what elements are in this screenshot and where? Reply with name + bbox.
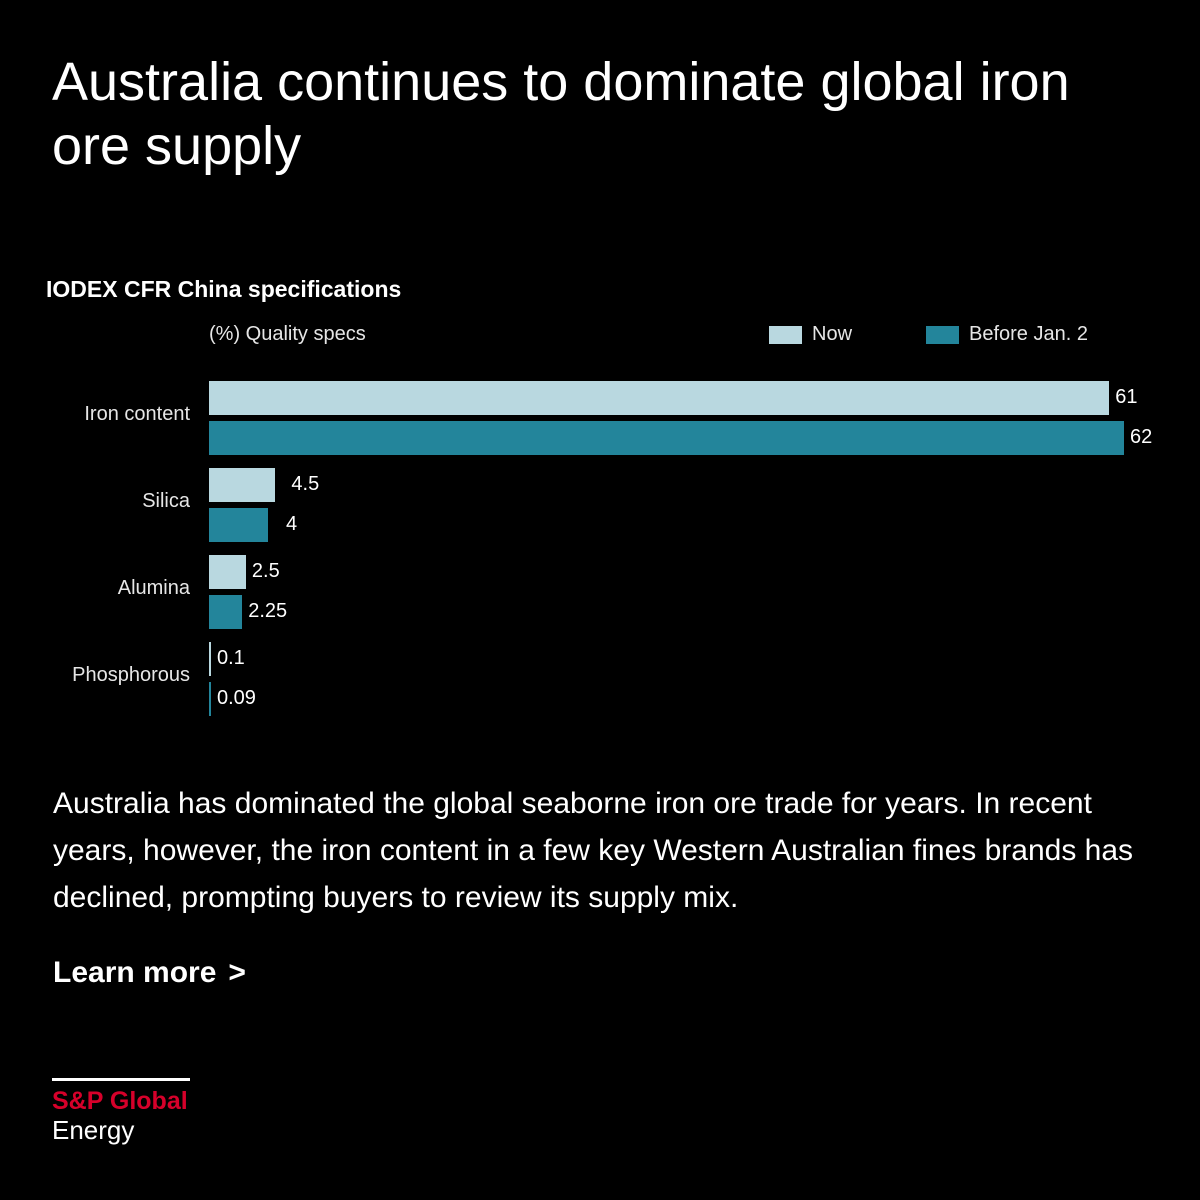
category-label: Phosphorous	[72, 664, 190, 686]
chevron-right-icon: >	[228, 956, 246, 989]
legend-item-before: Before Jan. 2	[926, 323, 1088, 346]
chart-title: IODEX CFR China specifications	[46, 276, 402, 302]
logo-rule	[52, 1078, 190, 1081]
category-label: Alumina	[117, 577, 190, 599]
legend-label-now: Now	[812, 323, 853, 345]
legend-label-before: Before Jan. 2	[969, 323, 1088, 345]
bar-before	[209, 682, 211, 716]
bar-before	[209, 508, 269, 542]
data-label: 4	[286, 513, 298, 535]
data-label: 61	[1115, 386, 1138, 408]
logo-subtitle: Energy	[52, 1115, 135, 1145]
data-label: 0.09	[217, 687, 256, 709]
bar-now	[209, 642, 211, 676]
bar-before	[209, 595, 243, 629]
bar-before	[209, 421, 1124, 455]
category-label: Silica	[142, 490, 190, 512]
page-title: Australia continues to dominate global i…	[52, 52, 1070, 176]
data-label: 62	[1130, 426, 1153, 448]
chart-units-label: (%) Quality specs	[209, 323, 366, 345]
data-label: 2.5	[251, 560, 280, 582]
legend-item-now: Now	[769, 323, 852, 346]
bar-now	[209, 468, 276, 502]
learn-more-link[interactable]: Learn more >	[53, 956, 246, 990]
data-label: 2.25	[248, 600, 288, 622]
legend-swatch-before	[926, 325, 959, 344]
logo-brand: S&P Global	[52, 1087, 188, 1115]
bar-now	[209, 381, 1110, 415]
bar-now	[209, 555, 246, 589]
sp-global-logo: S&P Global Energy	[52, 1078, 190, 1145]
legend-swatch-now	[769, 325, 802, 344]
data-label: 0.1	[217, 647, 245, 669]
category-label: Iron content	[84, 403, 190, 425]
data-label: 4.5	[291, 473, 320, 495]
learn-more-label: Learn more	[53, 956, 217, 989]
body-text: Australia has dominated the global seabo…	[53, 787, 1134, 914]
